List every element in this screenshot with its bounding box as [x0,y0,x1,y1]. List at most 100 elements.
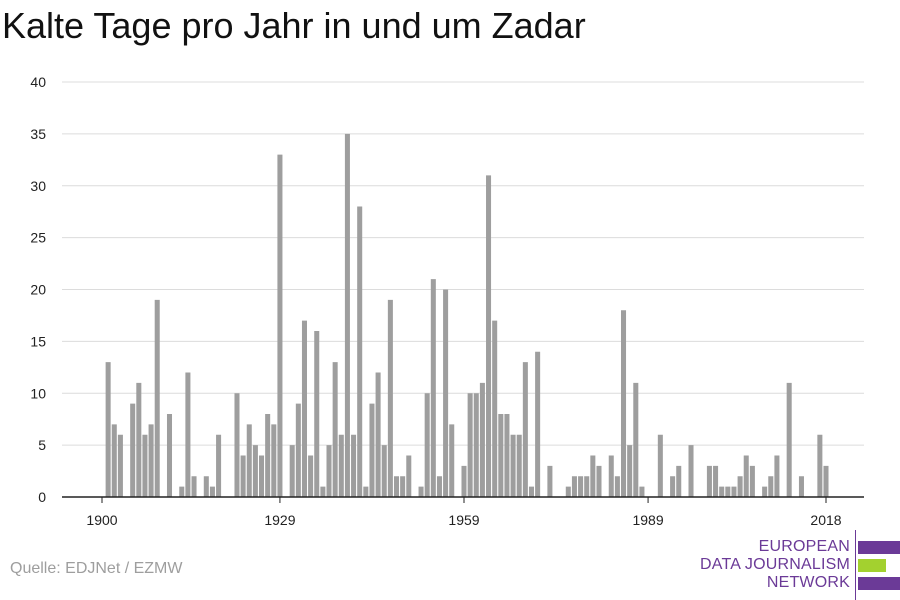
gridlines [62,81,864,446]
bar [252,445,258,497]
bar [400,476,406,497]
bar [357,206,363,497]
bar [142,434,148,497]
bar [633,382,639,497]
logo-bar-bottom [858,577,900,590]
bar [234,393,240,497]
bar [271,424,277,497]
logo-line-1: EUROPEAN [758,538,850,555]
logo-divider [855,530,856,600]
y-tick-label: 0 [38,489,46,505]
bar [774,455,780,497]
x-tick-label: 1900 [86,512,117,528]
bar [639,486,645,497]
bar [627,445,633,497]
bar [295,403,301,497]
bar [314,331,320,497]
bar [608,455,614,497]
bar [418,486,424,497]
bar [185,372,191,497]
y-tick-label: 15 [30,333,46,349]
bar [670,476,676,497]
bar [528,486,535,497]
bar [467,393,473,497]
bar [762,486,768,497]
bar [449,424,455,497]
bar [596,465,602,497]
y-tick-label: 5 [38,437,46,453]
bar [130,403,136,497]
bar [166,414,173,497]
x-tick-label: 1959 [448,512,479,528]
bar [105,362,111,497]
y-tick-label: 20 [30,282,46,298]
bar [479,382,485,497]
logo-bar-middle [858,559,886,572]
bar [749,465,755,497]
bar [571,476,577,497]
bar [590,455,596,497]
bar [522,362,528,497]
bar [363,486,369,497]
y-tick-label: 10 [30,385,46,401]
bar [406,455,412,497]
bar [301,320,307,497]
bar [308,455,314,497]
bar [320,486,326,497]
bar [737,476,743,497]
bar [338,434,344,497]
bar [216,434,222,497]
bar [375,372,381,497]
bar [657,434,663,497]
bar [535,351,541,497]
bar [768,476,774,497]
bar [584,476,590,497]
x-tick-label: 1989 [632,512,663,528]
bar [688,445,694,497]
bar [240,455,246,497]
bar [332,362,338,497]
logo-line-3: NETWORK [766,574,850,591]
bar [209,486,215,497]
bar [369,403,375,497]
bar [117,434,123,497]
bar [344,133,350,497]
bar [351,434,357,497]
bar [719,486,725,497]
x-axis: 1900 1929 1959 1989 2018 [62,496,864,528]
bar [387,299,393,497]
bar [289,445,295,497]
bar [510,434,516,497]
bar [265,414,271,497]
bar [277,154,283,497]
logo-bar-top [858,541,900,554]
bar [798,476,804,497]
bar [676,465,682,497]
bar [578,476,584,497]
edjnet-logo-text: EUROPEAN DATA JOURNALISM NETWORK [700,538,850,592]
bars [105,133,829,497]
bar [547,465,553,497]
bar [786,382,792,497]
x-tick-label: 1929 [264,512,295,528]
bar [436,476,442,497]
chart-title: Kalte Tage pro Jahr in und um Zadar [2,5,586,46]
y-tick-label: 25 [30,230,46,246]
bar [191,476,197,497]
bar [259,455,265,497]
bar [154,299,160,497]
bar [492,320,498,497]
y-tick-label: 40 [30,74,46,90]
bar [725,486,731,497]
bar [817,434,823,497]
bar [381,445,387,497]
bar [713,465,719,497]
bar [743,455,749,497]
bar [179,486,185,497]
bar [621,310,627,497]
source-note: Quelle: EDJNet / EZMW [10,560,183,577]
bar [614,476,620,497]
bar [246,424,252,497]
y-tick-label: 30 [30,178,46,194]
bar [823,465,829,497]
